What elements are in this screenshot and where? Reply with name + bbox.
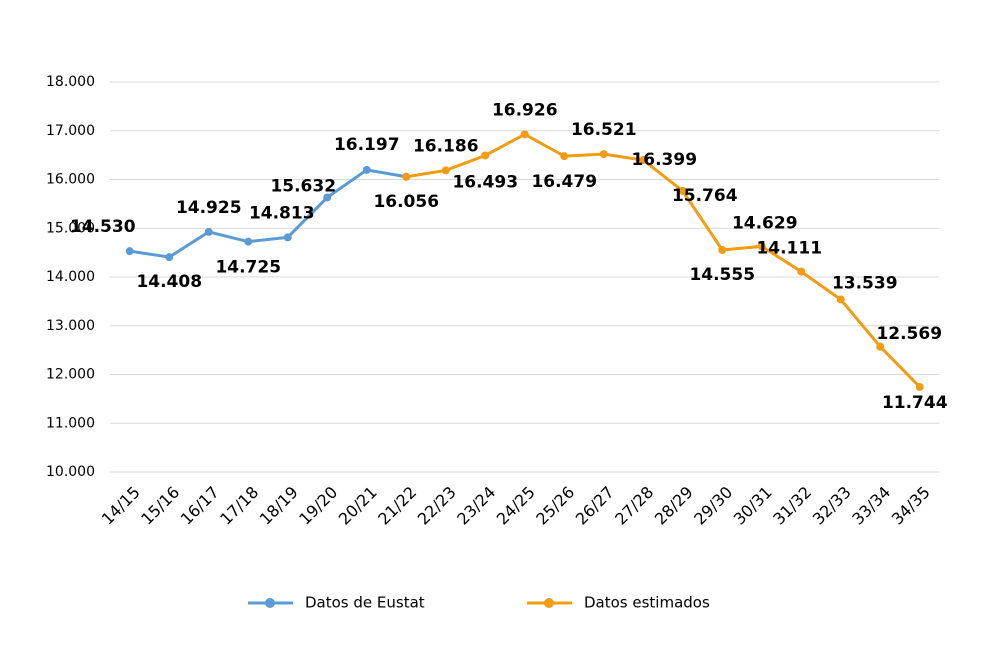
point	[718, 245, 727, 254]
data-label: 16.056	[373, 192, 439, 212]
data-label: 14.725	[215, 258, 281, 278]
x-tick-label: 18/19	[256, 483, 302, 529]
point	[283, 233, 292, 242]
data-label: 14.813	[249, 203, 315, 223]
x-tick-label: 26/27	[572, 483, 618, 529]
point	[520, 130, 529, 139]
y-tick-label: 13.000	[46, 318, 95, 334]
x-tick-label: 34/35	[888, 483, 934, 529]
point	[560, 152, 569, 161]
y-tick-label: 15.000	[46, 220, 95, 236]
legend-label: Datos estimados	[584, 594, 710, 612]
data-label: 15.632	[270, 176, 336, 196]
point	[757, 242, 766, 251]
point	[441, 166, 450, 175]
point	[639, 156, 648, 165]
x-tick-label: 27/28	[611, 483, 657, 529]
point	[915, 382, 924, 391]
data-label: 16.186	[413, 136, 479, 156]
y-tick-label: 16.000	[46, 172, 95, 188]
data-label: 16.479	[531, 172, 597, 192]
y-tick-label: 11.000	[46, 415, 95, 431]
point	[125, 247, 134, 256]
series-line	[406, 132, 921, 389]
point	[244, 237, 253, 246]
series-line	[129, 168, 407, 259]
point	[204, 227, 213, 236]
point	[599, 150, 608, 159]
point	[797, 267, 806, 276]
point	[836, 295, 845, 304]
data-label: 13.539	[832, 273, 898, 293]
x-tick-label: 24/25	[493, 483, 539, 529]
x-tick-label: 19/20	[295, 483, 341, 529]
x-tick-label: 30/31	[730, 483, 776, 529]
y-tick-label: 12.000	[46, 367, 95, 383]
data-label: 16.399	[631, 150, 697, 170]
x-tick-label: 14/15	[98, 483, 144, 529]
x-tick-label: 23/24	[453, 483, 499, 529]
x-tick-label: 16/17	[177, 483, 223, 529]
data-label: 14.111	[756, 239, 822, 259]
data-label: 16.493	[452, 172, 518, 192]
point	[323, 193, 332, 202]
legend-swatch	[544, 598, 554, 608]
point	[876, 342, 885, 351]
x-tick-label: 32/33	[809, 483, 855, 529]
x-tick-label: 22/23	[414, 483, 460, 529]
legend-swatch	[265, 598, 275, 608]
y-tick-label: 10.000	[46, 464, 95, 480]
y-tick-label: 18.000	[46, 74, 95, 90]
data-label: 16.926	[492, 100, 558, 120]
data-label: 12.569	[876, 324, 942, 344]
x-tick-label: 28/29	[651, 483, 697, 529]
data-label: 14.408	[136, 272, 202, 292]
point	[165, 253, 174, 262]
x-tick-label: 17/18	[216, 483, 262, 529]
x-tick-label: 29/30	[690, 483, 736, 529]
data-label: 15.764	[672, 186, 738, 206]
x-tick-label: 15/16	[137, 483, 183, 529]
x-tick-label: 25/26	[532, 483, 578, 529]
x-tick-label: 20/21	[335, 483, 381, 529]
point	[481, 151, 490, 160]
data-label: 16.521	[571, 120, 637, 140]
legend-label: Datos de Eustat	[305, 594, 425, 612]
point	[362, 165, 371, 174]
point	[678, 187, 687, 196]
data-label: 16.197	[334, 135, 400, 155]
x-tick-label: 21/22	[374, 483, 420, 529]
data-label: 14.925	[176, 198, 242, 218]
point	[402, 172, 411, 181]
x-tick-label: 33/34	[848, 483, 894, 529]
x-tick-label: 31/32	[769, 483, 815, 529]
y-tick-label: 14.000	[46, 269, 95, 285]
data-label: 14.555	[689, 265, 755, 285]
y-tick-label: 17.000	[46, 123, 95, 139]
data-label: 14.629	[732, 213, 798, 233]
data-label: 11.744	[882, 393, 948, 413]
data-label: 14.530	[70, 217, 136, 237]
